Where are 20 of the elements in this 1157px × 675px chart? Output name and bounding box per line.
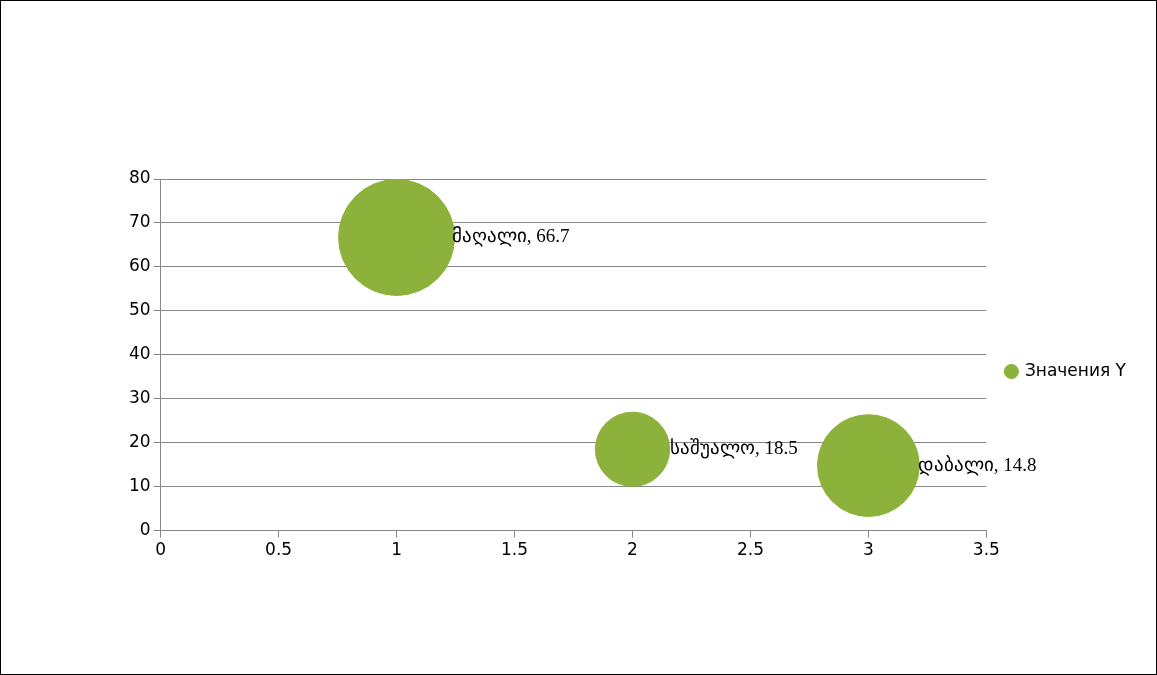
y-tick-label: 40 bbox=[128, 343, 151, 364]
legend-label: Значения Y bbox=[1024, 359, 1127, 380]
x-tick-label: 1 bbox=[391, 539, 402, 560]
data-label: საშუალო, 18.5 bbox=[670, 437, 798, 460]
y-tick-label: 30 bbox=[128, 387, 151, 408]
x-tick-label: 0 bbox=[155, 539, 167, 560]
y-tick-label: 10 bbox=[128, 475, 151, 496]
x-tick-label: 3 bbox=[863, 539, 874, 560]
y-tick-label: 80 bbox=[128, 167, 151, 188]
y-tick-label: 50 bbox=[128, 299, 151, 320]
y-tick-label: 70 bbox=[128, 211, 151, 232]
x-tick-label: 2.5 bbox=[736, 539, 764, 560]
y-tick-label: 60 bbox=[128, 255, 151, 276]
x-tick-label: 3.5 bbox=[972, 539, 1000, 560]
data-label: დაბალი, 14.8 bbox=[917, 453, 1037, 476]
x-tick-label: 1.5 bbox=[501, 539, 529, 560]
y-tick-label: 20 bbox=[128, 431, 151, 452]
x-tick-label: 2 bbox=[627, 539, 638, 560]
y-tick-label: 0 bbox=[139, 519, 151, 540]
x-tick-label: 0.5 bbox=[265, 539, 293, 560]
